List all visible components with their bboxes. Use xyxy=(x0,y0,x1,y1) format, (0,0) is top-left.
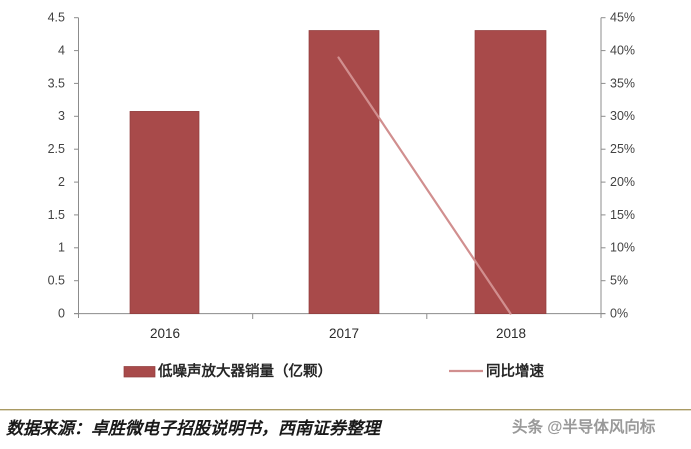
svg-text:0.5: 0.5 xyxy=(48,274,65,288)
svg-text:头条 @半导体风向标: 头条 @半导体风向标 xyxy=(512,417,656,436)
svg-text:0%: 0% xyxy=(610,307,628,321)
svg-text:20%: 20% xyxy=(610,175,635,189)
svg-text:2017: 2017 xyxy=(329,326,359,341)
svg-text:低噪声放大器销量（亿颗）: 低噪声放大器销量（亿颗） xyxy=(157,362,332,380)
svg-text:30%: 30% xyxy=(610,109,635,123)
svg-text:2: 2 xyxy=(58,175,65,189)
svg-text:同比增速: 同比增速 xyxy=(486,362,544,380)
svg-text:3: 3 xyxy=(58,109,65,123)
svg-text:35%: 35% xyxy=(610,76,635,90)
svg-text:5%: 5% xyxy=(610,274,628,288)
svg-text:2.5: 2.5 xyxy=(48,142,65,156)
svg-text:45%: 45% xyxy=(610,11,635,25)
svg-text:1: 1 xyxy=(58,241,65,255)
svg-text:3.5: 3.5 xyxy=(48,76,65,90)
svg-text:15%: 15% xyxy=(610,208,635,222)
svg-text:4: 4 xyxy=(58,44,65,58)
svg-text:4.5: 4.5 xyxy=(48,11,65,25)
svg-text:1.5: 1.5 xyxy=(48,208,65,222)
svg-text:2018: 2018 xyxy=(496,326,526,341)
svg-text:2016: 2016 xyxy=(150,326,180,341)
svg-text:0: 0 xyxy=(58,307,65,321)
svg-text:25%: 25% xyxy=(610,142,635,156)
svg-text:数据来源：卓胜微电子招股说明书，西南证券整理: 数据来源：卓胜微电子招股说明书，西南证券整理 xyxy=(6,419,383,438)
svg-text:10%: 10% xyxy=(610,241,635,255)
svg-text:40%: 40% xyxy=(610,44,635,58)
